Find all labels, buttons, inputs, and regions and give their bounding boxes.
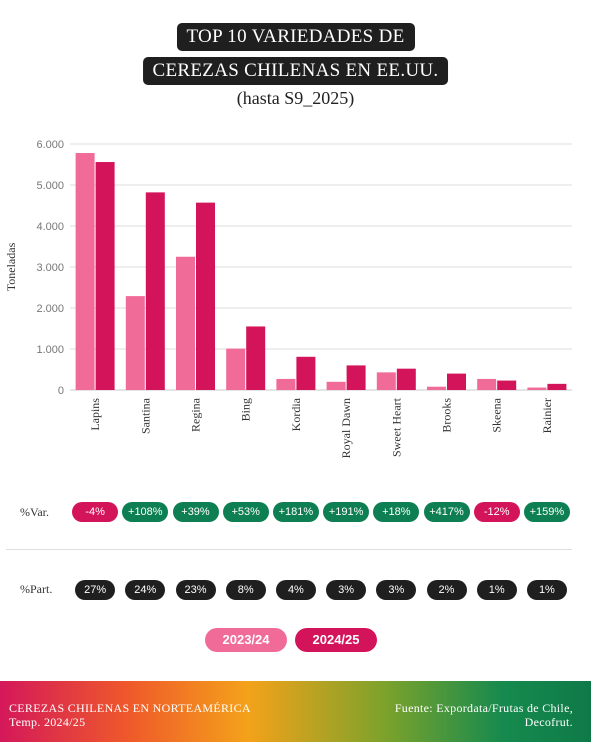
chart-subtitle: (hasta S9_2025): [236, 88, 355, 108]
bar-2023-24: [75, 153, 95, 390]
var-pill: +53%: [222, 502, 269, 522]
bar-2023-24: [477, 378, 497, 390]
bar-2023-24: [376, 372, 396, 390]
part-row-label: %Part.: [20, 582, 53, 596]
bar-2024-25: [296, 356, 316, 390]
x-tick-label: Brooks: [440, 398, 454, 433]
footer-source: Fuente: Expordata/Frutas de Chile, Decof…: [395, 701, 573, 729]
y-tick-label: 1.000: [36, 344, 64, 356]
bar-2023-24: [427, 386, 446, 390]
var-pill: +39%: [172, 502, 219, 522]
x-tick-label: Rainier: [540, 398, 554, 433]
legend-item-2024-25[interactable]: 2024/25: [295, 628, 377, 652]
part-pill: 8%: [225, 580, 266, 600]
bar-2024-25: [497, 380, 517, 390]
bar-2023-24: [527, 387, 547, 390]
bar-2024-25: [447, 373, 466, 390]
var-pill: -12%: [473, 502, 520, 522]
part-pill: 4%: [275, 580, 316, 600]
bar-2024-25: [95, 162, 115, 390]
var-pill: +181%: [272, 502, 319, 522]
footer-left-line-1: CEREZAS CHILENAS EN NORTEAMÉRICA: [9, 701, 251, 715]
part-pill: 27%: [75, 580, 116, 600]
footer-left: CEREZAS CHILENAS EN NORTEAMÉRICA Temp. 2…: [9, 701, 251, 729]
bar-2024-25: [547, 383, 567, 390]
y-tick-label: 3.000: [36, 262, 64, 274]
var-row-label: %Var.: [20, 505, 49, 519]
x-tick-label: Royal Dawn: [339, 398, 353, 458]
part-pill: 3%: [326, 580, 367, 600]
bar-2023-24: [226, 348, 246, 390]
y-tick-label: 5.000: [36, 180, 64, 192]
bar-2023-24: [326, 381, 346, 390]
y-tick-label: 6.000: [36, 139, 64, 151]
bar-2024-25: [145, 192, 165, 390]
var-pill: +159%: [523, 502, 570, 522]
footer-left-line-2: Temp. 2024/25: [9, 715, 86, 729]
legend-item-2023-24[interactable]: 2023/24: [205, 628, 287, 652]
title-block: TOP 10 VARIEDADES DE CEREZAS CHILENAS EN…: [0, 0, 591, 110]
part-pill: 1%: [526, 580, 567, 600]
bar-2024-25: [196, 202, 215, 390]
x-tick-label: Lapins: [88, 398, 102, 431]
chart-title-line-1: TOP 10 VARIEDADES DE: [176, 23, 415, 51]
y-tick-label: 0: [58, 385, 64, 397]
part-pill: 23%: [175, 580, 216, 600]
footer-source-line-1: Fuente: Expordata/Frutas de Chile,: [394, 701, 573, 715]
bar-chart: 0 1.000 2.000 3.000 4.000 5.000 6.000 Toneladas…: [4, 139, 572, 458]
bar-2023-24: [276, 378, 296, 390]
x-tick-label: Kordia: [289, 397, 303, 431]
footer-banner: CEREZAS CHILENAS EN NORTEAMÉRICA Temp. 2…: [0, 681, 591, 742]
bar-2023-24: [176, 256, 195, 390]
footer-source-line-2: Decofrut.: [524, 715, 573, 729]
var-pill: +417%: [423, 502, 470, 522]
bar-2024-25: [246, 326, 266, 390]
x-tick-label: Santina: [138, 397, 152, 434]
part-pill: 3%: [376, 580, 417, 600]
part-pill: 1%: [476, 580, 517, 600]
var-pill: +18%: [373, 502, 420, 522]
chart-title-line-2: CEREZAS CHILENAS EN EE.UU.: [142, 57, 449, 85]
y-tick-label: 2.000: [36, 303, 64, 315]
x-tick-label: Regina: [189, 397, 203, 432]
var-pill: -4%: [72, 502, 119, 522]
var-pill: +191%: [323, 502, 370, 522]
x-tick-label: Sweet Heart: [389, 397, 403, 457]
bar-2023-24: [125, 296, 145, 390]
part-pill: 2%: [426, 580, 467, 600]
y-axis-label: Toneladas: [4, 242, 18, 291]
bar-2024-25: [346, 365, 366, 390]
part-pill: 24%: [125, 580, 166, 600]
y-tick-label: 4.000: [36, 221, 64, 233]
row-divider: [6, 549, 572, 550]
bar-2024-25: [396, 368, 416, 390]
var-pill: +108%: [122, 502, 169, 522]
x-tick-label: Skeena: [490, 397, 504, 432]
x-tick-label: Bing: [239, 398, 253, 421]
